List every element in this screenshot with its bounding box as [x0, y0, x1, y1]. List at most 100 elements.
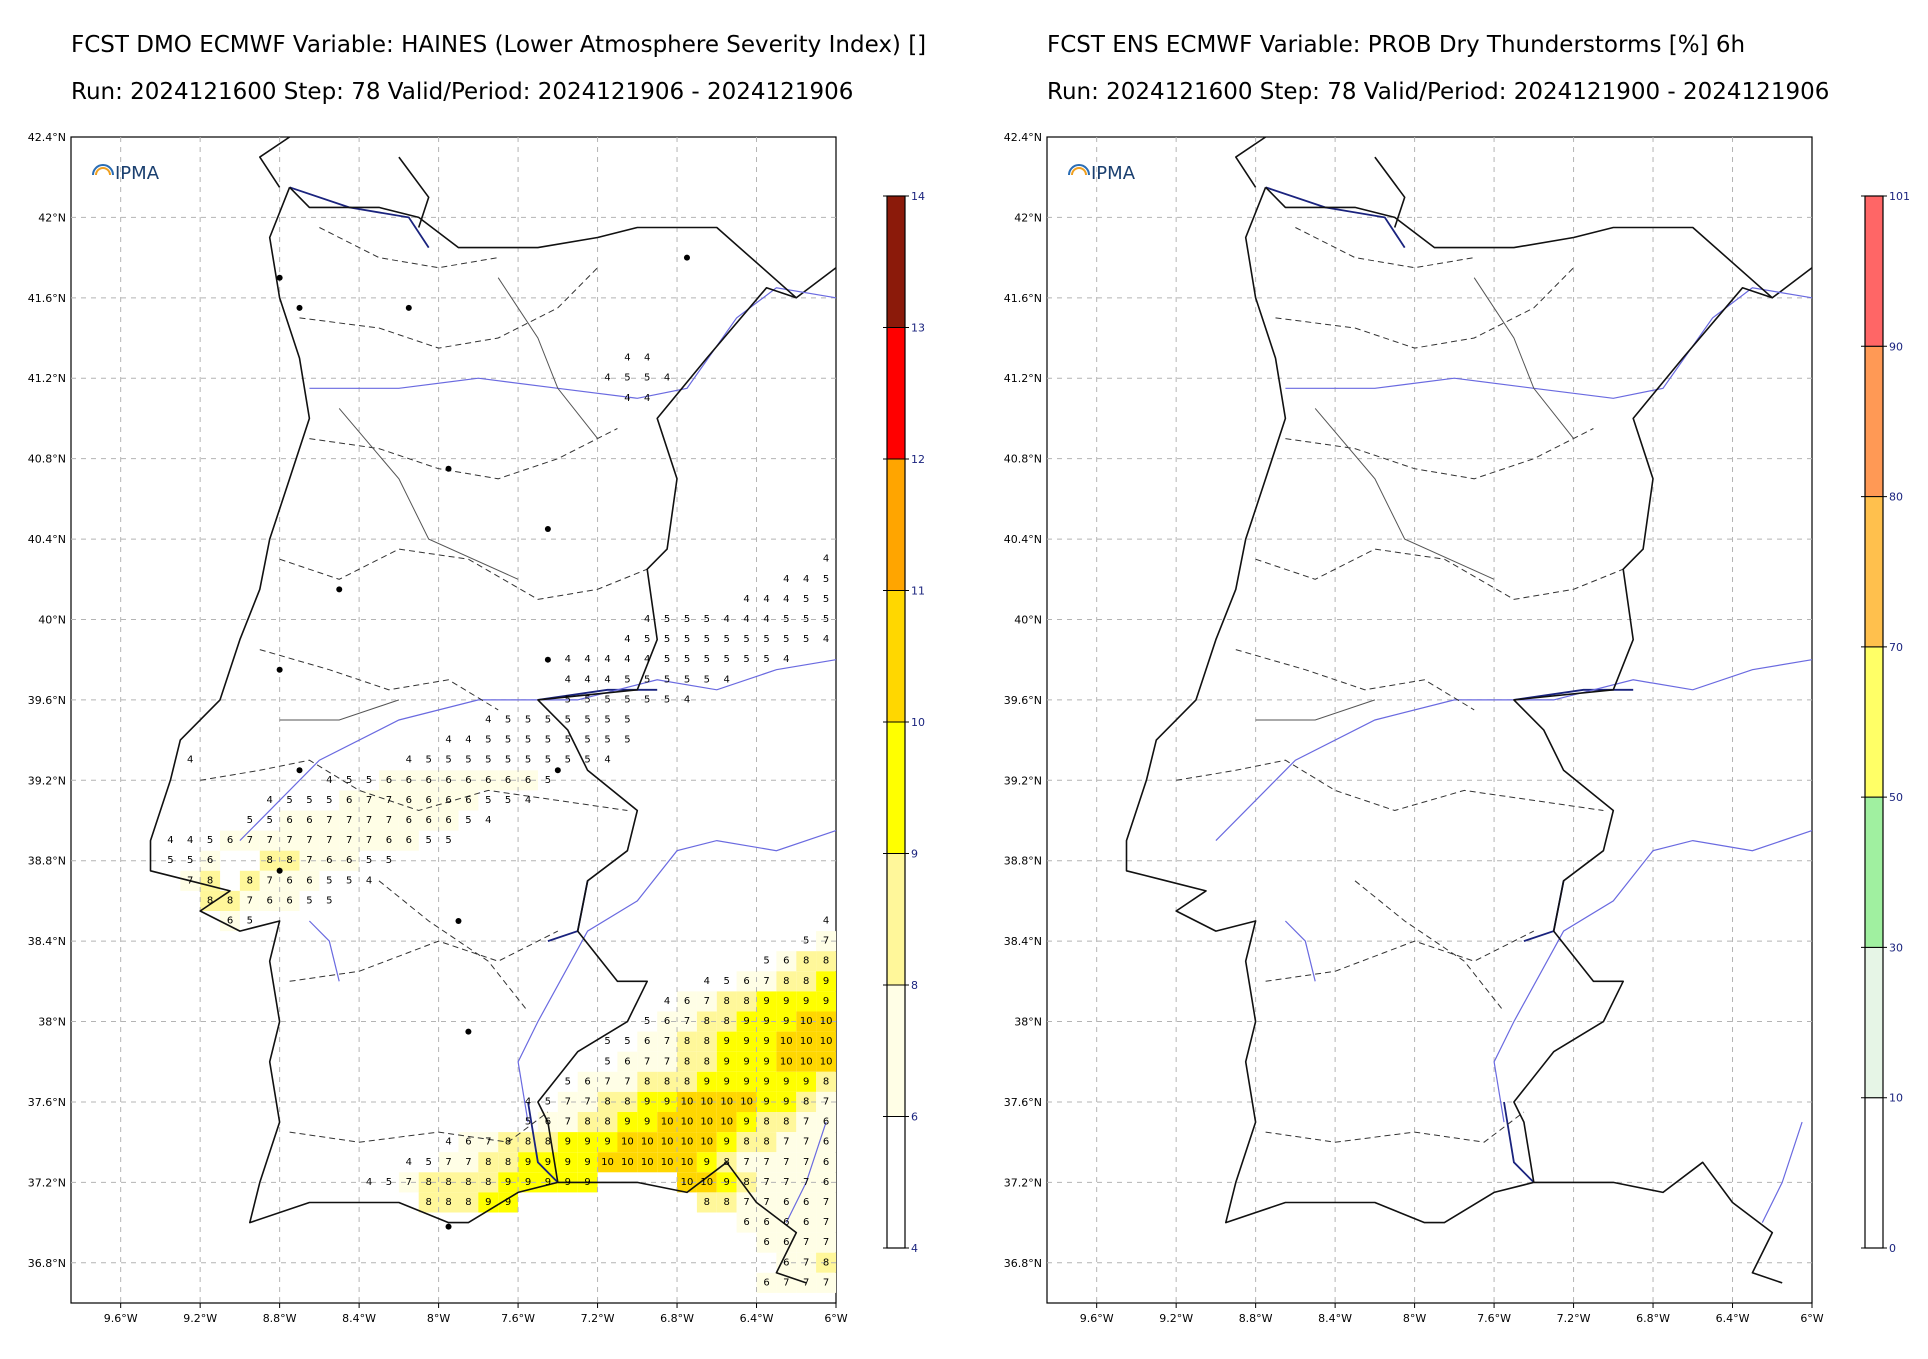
river-line — [309, 287, 837, 399]
city-marker — [455, 918, 462, 925]
haines-value: 4 — [167, 835, 173, 846]
haines-value: 5 — [306, 895, 312, 906]
map-line — [1265, 186, 1406, 249]
haines-value: 6 — [783, 1217, 789, 1228]
heat-cell — [716, 1011, 737, 1032]
haines-value: 5 — [644, 634, 650, 645]
city-marker — [445, 465, 452, 472]
heat-cell — [438, 770, 459, 791]
haines-value: 8 — [664, 1076, 670, 1087]
river-line — [517, 830, 837, 1123]
haines-value: 10 — [720, 1097, 733, 1108]
haines-values: 4 4 4 5 5 4 4 4 4 4 4 5 4 4 4 5 5 4 5 5 5 4 4 4 5 5 5 4 5 5 5 5 5 5 5 5 5 4 4 4… — [167, 353, 832, 1289]
haines-value: 5 — [565, 1076, 571, 1087]
haines-value: 4 — [187, 835, 193, 846]
haines-value: 10 — [681, 1117, 694, 1128]
haines-value: 7 — [803, 1117, 809, 1128]
haines-value: 5 — [187, 855, 193, 866]
haines-value: 8 — [823, 1076, 829, 1087]
lat-tick-label: 42.4°N — [28, 131, 66, 144]
city-marker — [296, 304, 303, 311]
haines-value: 8 — [286, 855, 292, 866]
district-boundary — [1295, 227, 1475, 269]
haines-value: 4 — [485, 715, 491, 726]
heat-cell — [677, 1051, 697, 1072]
heat-cell — [816, 1031, 836, 1052]
heat-cell — [359, 830, 379, 851]
heat-cell — [716, 1112, 737, 1133]
haines-value: 5 — [624, 674, 630, 685]
haines-value: 5 — [545, 1097, 551, 1108]
haines-value: 8 — [704, 1056, 710, 1067]
haines-value: 8 — [426, 1177, 432, 1188]
colorbar-label: 80 — [1889, 491, 1903, 504]
haines-value: 5 — [704, 674, 710, 685]
district-boundary — [378, 880, 529, 1012]
haines-value: 8 — [624, 1097, 630, 1108]
haines-value: 5 — [485, 735, 491, 746]
heat-cell — [637, 1112, 658, 1133]
haines-value: 5 — [684, 654, 690, 665]
haines-value: 9 — [584, 1137, 590, 1148]
map-line — [497, 277, 598, 439]
colorbar-label: 13 — [911, 322, 925, 335]
colorbar-label: 50 — [1889, 791, 1903, 804]
heat-cell — [776, 1172, 797, 1193]
haines-value: 4 — [624, 393, 630, 404]
haines-value: 8 — [803, 1097, 809, 1108]
haines-value: 7 — [743, 1157, 749, 1168]
heat-cell — [617, 1091, 638, 1112]
haines-value: 9 — [803, 1076, 809, 1087]
heat-cell — [696, 1071, 717, 1092]
heat-cell — [796, 1071, 817, 1092]
haines-value: 5 — [724, 634, 730, 645]
haines-value: 4 — [743, 614, 749, 625]
ipma-logo: IPMA — [92, 163, 160, 184]
haines-value: 8 — [644, 1076, 650, 1087]
heat-cell — [816, 1071, 836, 1092]
lat-tick-label: 38°N — [38, 1016, 66, 1029]
lat-tick-label: 38.8°N — [28, 855, 66, 868]
haines-value: 4 — [644, 614, 650, 625]
haines-value: 8 — [684, 1036, 690, 1047]
heat-cell — [220, 830, 240, 851]
haines-value: 7 — [366, 815, 372, 826]
haines-value: 6 — [426, 775, 432, 786]
heat-cell — [716, 1091, 737, 1112]
city-marker — [544, 526, 551, 533]
heat-cell — [259, 850, 280, 871]
haines-value: 7 — [346, 815, 352, 826]
colorbar-label: 12 — [911, 453, 925, 466]
lon-tick-label: 6.4°W — [740, 1312, 774, 1325]
haines-value: 7 — [267, 875, 273, 886]
country-border — [1265, 186, 1774, 1183]
heat-cell — [557, 1132, 578, 1153]
heat-cell — [816, 1051, 836, 1072]
haines-value: 6 — [286, 895, 292, 906]
haines-value: 10 — [681, 1097, 694, 1108]
heat-cell — [776, 1051, 797, 1072]
haines-value: 7 — [565, 1117, 571, 1128]
logo-text: IPMA — [115, 163, 160, 184]
heat-cell — [716, 1132, 737, 1153]
haines-value: 6 — [406, 815, 412, 826]
haines-value: 5 — [644, 694, 650, 705]
haines-value: 8 — [684, 1076, 690, 1087]
haines-value: 5 — [763, 634, 769, 645]
heat-cell — [756, 1051, 777, 1072]
haines-value: 6 — [227, 916, 233, 927]
haines-value: 4 — [823, 634, 829, 645]
haines-value: 7 — [406, 1177, 412, 1188]
haines-value: 8 — [823, 956, 829, 967]
haines-value: 9 — [743, 1036, 749, 1047]
lon-tick-label: 6.8°W — [1636, 1312, 1670, 1325]
haines-value: 10 — [621, 1137, 634, 1148]
heat-cell — [498, 1172, 519, 1193]
haines-value: 7 — [604, 1076, 610, 1087]
logo-text: IPMA — [1091, 163, 1136, 184]
heat-cell — [756, 1152, 777, 1173]
haines-cells — [180, 770, 836, 1293]
left-title-line2: Run: 2024121600 Step: 78 Valid/Period: 2… — [71, 79, 854, 105]
haines-value: 5 — [465, 755, 471, 766]
haines-value: 4 — [664, 996, 670, 1007]
